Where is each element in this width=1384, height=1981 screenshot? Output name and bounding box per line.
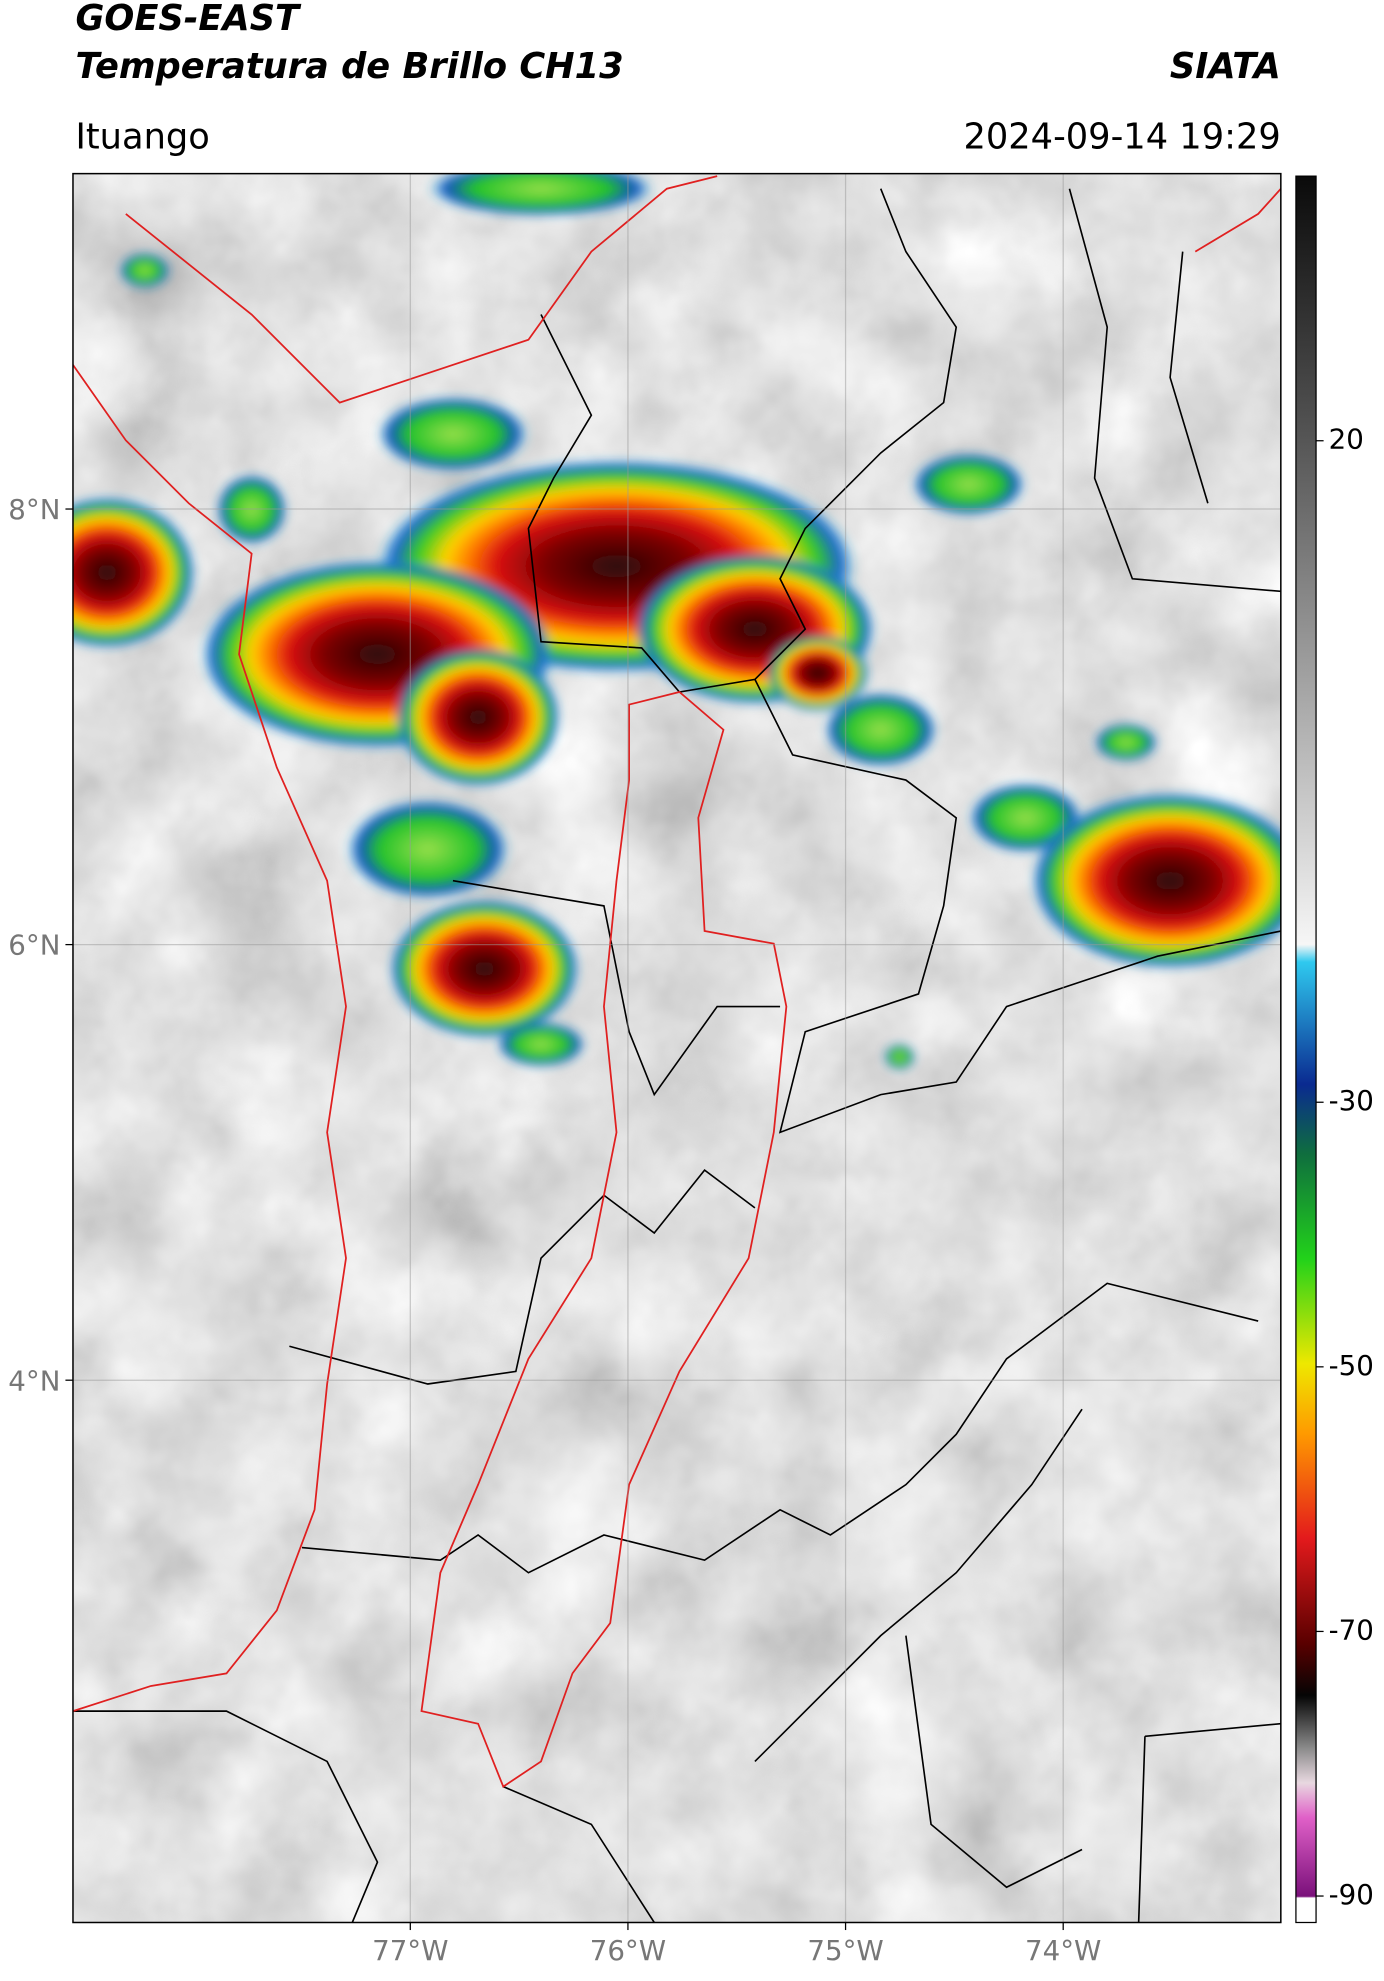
x-tick-label: 77°W: [372, 1934, 448, 1967]
border: [754, 679, 1281, 1134]
x-tick-label: 76°W: [590, 1934, 666, 1967]
storm: [1031, 792, 1281, 969]
coast-and-region: [72, 175, 1281, 1788]
colorbar: [1295, 175, 1317, 1924]
storm: [72, 497, 195, 648]
y-tick-label: 6°N: [8, 929, 60, 962]
cloud: [496, 1021, 586, 1067]
border: [905, 1635, 1281, 1923]
cloud: [1094, 723, 1158, 762]
cloud: [912, 452, 1026, 516]
coastline: [125, 175, 718, 404]
border: [72, 1710, 379, 1923]
cloud: [377, 396, 529, 472]
subtitle: Temperatura de Brillo CH13: [75, 46, 623, 87]
y-tick-label: 4°N: [8, 1364, 60, 1397]
title: GOES-EAST: [75, 0, 302, 39]
map-frame: [72, 172, 1282, 1924]
cloud: [824, 691, 938, 768]
border: [452, 879, 781, 1097]
cloud: [884, 1044, 915, 1070]
timestamp: 2024-09-14 19:29: [963, 116, 1280, 157]
coastline: [72, 364, 347, 1712]
map-image: [72, 173, 1281, 1923]
location: Ituango: [75, 116, 209, 157]
grid: [72, 173, 1281, 1923]
border: [301, 1282, 1259, 1574]
coastline: [1194, 188, 1281, 253]
x-tick-label: 74°W: [1025, 1934, 1101, 1967]
border: [527, 188, 958, 693]
cloud: [427, 173, 655, 217]
storm: [390, 899, 579, 1038]
satellite-background: [72, 173, 1281, 1923]
colorbar-tick-label: -50: [1329, 1349, 1374, 1382]
x-tick-label: 75°W: [807, 1934, 883, 1967]
storm: [767, 635, 869, 711]
colorbar-tick-label: -70: [1329, 1613, 1374, 1646]
border: [502, 1408, 1083, 1923]
cloud: [346, 798, 510, 900]
y-tick-label: 8°N: [8, 493, 60, 526]
colorbar-tick-label: -90: [1329, 1878, 1374, 1911]
border: [1068, 188, 1281, 593]
border: [289, 1168, 756, 1385]
storm: [396, 647, 560, 787]
cloud: [119, 252, 170, 289]
region-outline: [420, 691, 788, 1788]
source: SIATA: [1170, 46, 1281, 87]
admin-borders: [72, 188, 1281, 1923]
colorbar-tick-label: 20: [1329, 423, 1364, 456]
colorbar-tick-label: -30: [1329, 1084, 1374, 1117]
